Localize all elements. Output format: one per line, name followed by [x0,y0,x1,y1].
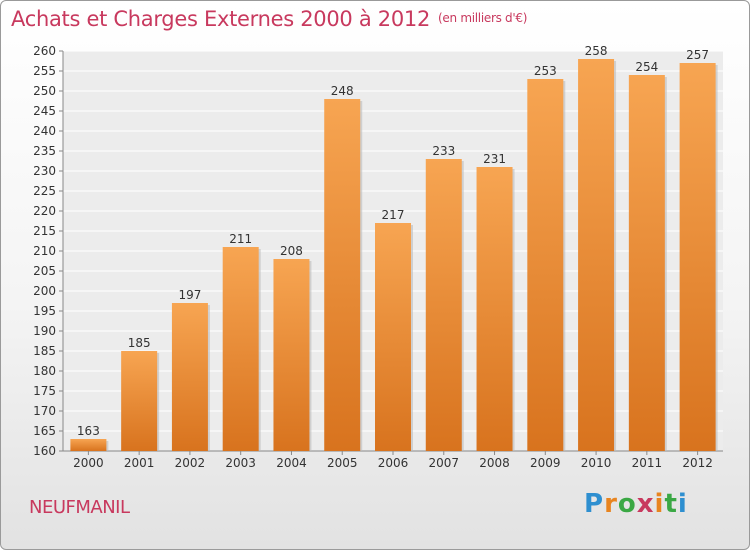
x-tick-label: 2011 [632,456,663,470]
x-tick-label: 2000 [73,456,104,470]
y-tick-label: 185 [33,344,56,358]
bar-value-label: 231 [483,152,506,166]
bar-value-label: 185 [128,336,151,350]
bar [578,59,615,451]
y-tick-label: 190 [33,324,56,338]
logo-letter: r [604,489,618,519]
bar-value-label: 254 [635,60,658,74]
chart-title-text: Achats et Charges Externes 2000 à 2012 [11,7,431,31]
bar-value-label: 253 [534,64,557,78]
y-tick-label: 195 [33,304,56,318]
bar [375,223,411,451]
bar [273,259,310,451]
bar-value-label: 248 [331,84,354,98]
bar-value-label: 258 [585,44,608,58]
x-tick-label: 2003 [225,456,256,470]
logo-letter: o [617,489,637,519]
bar [527,79,564,451]
bar [121,351,158,451]
proxiti-logo: Proxiti [584,489,688,519]
y-tick-label: 165 [33,424,56,438]
x-tick-label: 2009 [530,456,561,470]
city-name: NEUFMANIL [29,497,130,518]
y-tick-label: 245 [33,104,56,118]
bar-value-label: 217 [382,208,405,222]
x-tick-label: 2005 [327,456,358,470]
y-tick-label: 160 [33,444,56,458]
y-tick-label: 235 [33,144,56,158]
y-tick-label: 170 [33,404,56,418]
bar-value-label: 163 [77,424,100,438]
bar-value-label: 233 [432,144,455,158]
x-tick-label: 2004 [276,456,307,470]
logo-letter: i [677,489,688,519]
bar [324,99,361,451]
bar [222,247,259,451]
x-tick-label: 2008 [479,456,510,470]
y-tick-label: 255 [33,64,56,78]
logo-letter: i [654,489,665,519]
y-tick-label: 215 [33,224,56,238]
x-tick-label: 2001 [124,456,155,470]
y-tick-label: 205 [33,264,56,278]
y-tick-label: 180 [33,364,56,378]
x-tick-label: 2012 [682,456,713,470]
x-tick-label: 2006 [378,456,409,470]
logo-letter: P [584,489,605,519]
y-tick-label: 260 [33,44,56,58]
logo-letter: x [636,489,655,519]
bar [476,167,513,451]
bar [425,159,462,451]
y-tick-label: 210 [33,244,56,258]
bar [70,439,107,451]
logo-letter: t [664,489,678,519]
y-tick-label: 240 [33,124,56,138]
bar [679,63,716,451]
y-tick-label: 220 [33,204,56,218]
bar-value-label: 257 [686,48,709,62]
chart-unit: (en milliers d'€) [438,11,528,25]
bar [628,75,665,451]
x-tick-label: 2010 [581,456,612,470]
bar-value-label: 208 [280,244,303,258]
y-tick-label: 250 [33,84,56,98]
bar [171,303,208,451]
chart-title: Achats et Charges Externes 2000 à 2012 (e… [11,7,527,31]
y-tick-label: 175 [33,384,56,398]
x-tick-label: 2007 [428,456,459,470]
bar-value-label: 197 [178,288,201,302]
bar-value-label: 211 [229,232,252,246]
x-tick-label: 2002 [175,456,206,470]
y-tick-label: 200 [33,284,56,298]
y-tick-label: 225 [33,184,56,198]
y-tick-label: 230 [33,164,56,178]
